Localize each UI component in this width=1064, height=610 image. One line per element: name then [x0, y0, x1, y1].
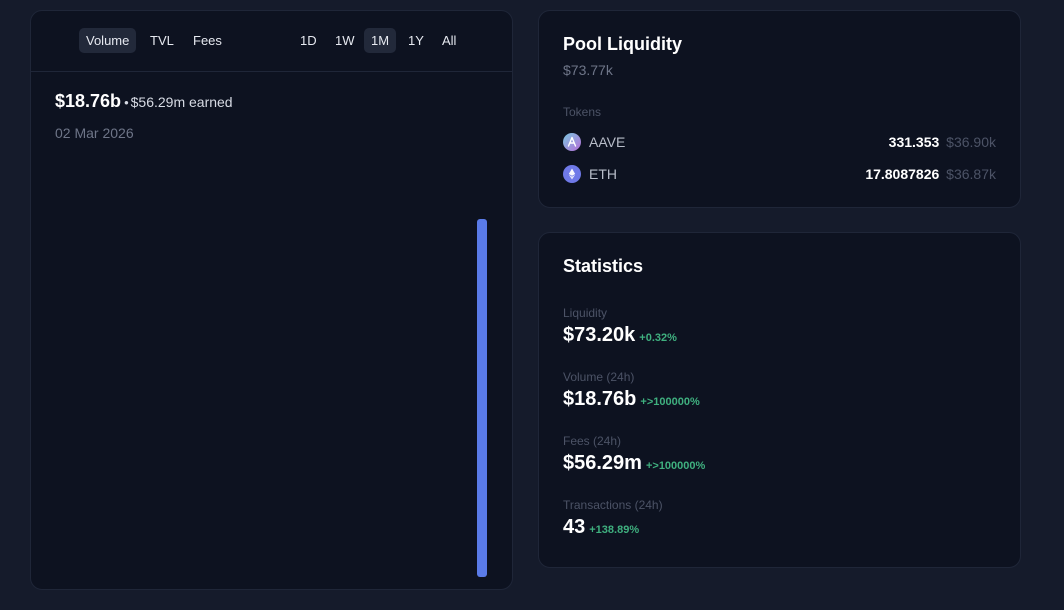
range-1d[interactable]: 1D: [300, 33, 317, 48]
stat-change: +>100000%: [640, 396, 700, 408]
chart-date: 02 Mar 2026: [55, 125, 134, 141]
token-values: 331.353 $36.90k: [889, 134, 996, 150]
pool-liquidity-total: $73.77k: [563, 62, 613, 78]
range-1w[interactable]: 1W: [335, 33, 355, 48]
stat-change: +138.89%: [589, 524, 640, 536]
chart-toolbar: Volume TVL Fees 1D 1W 1M 1Y All: [31, 11, 512, 72]
stat-volume: $18.76b +>100000%: [563, 388, 700, 411]
tab-fees[interactable]: Fees: [193, 33, 222, 48]
token-amount: 17.8087826: [865, 166, 940, 182]
token-amount: 331.353: [888, 134, 940, 150]
chart-summary: $18.76b • $56.29m earned: [55, 91, 233, 112]
statistics-title: Statistics: [563, 256, 644, 276]
statistics-panel: Statistics Liquidity $73.20k +0.32% Volum…: [538, 232, 1021, 568]
stat-fees: $56.29m +>100000%: [563, 452, 705, 475]
stat-label-liquidity: Liquidity: [563, 306, 608, 320]
token-values: 17.8087826 $36.87k: [865, 166, 996, 182]
tab-tvl[interactable]: TVL: [150, 33, 174, 48]
stat-value: $73.20k: [563, 324, 636, 346]
stat-label-volume: Volume (24h): [563, 370, 635, 384]
tab-volume[interactable]: Volume: [79, 28, 137, 53]
stat-value: $18.76b: [563, 388, 637, 410]
stat-label-transactions: Transactions (24h): [563, 498, 663, 512]
stat-change: +0.32%: [639, 332, 677, 344]
stat-liquidity: $73.20k +0.32%: [563, 324, 677, 347]
token-name: ETH: [589, 166, 617, 182]
token-usd-value: $36.87k: [946, 166, 996, 182]
aave-icon: [563, 133, 581, 151]
stat-label-fees: Fees (24h): [563, 434, 622, 448]
stat-transactions: 43 +138.89%: [563, 516, 639, 539]
stat-value: $56.29m: [563, 452, 642, 474]
eth-icon: [563, 165, 581, 183]
chart-summary-earned: $56.29m earned: [130, 94, 233, 110]
range-1y[interactable]: 1Y: [408, 33, 424, 48]
range-1m[interactable]: 1M: [364, 28, 397, 53]
pool-liquidity-panel: Pool Liquidity $73.77k Tokens AAVE 331.3…: [538, 10, 1021, 208]
range-all[interactable]: All: [442, 33, 457, 48]
volume-bar[interactable]: [477, 219, 487, 577]
stat-change: +>100000%: [645, 460, 706, 472]
token-name: AAVE: [589, 134, 626, 150]
token-usd-value: $36.90k: [946, 134, 996, 150]
token-row-eth[interactable]: ETH 17.8087826 $36.87k: [563, 164, 996, 184]
stat-value: 43: [563, 516, 586, 538]
token-row-aave[interactable]: AAVE 331.353 $36.90k: [563, 132, 996, 152]
separator-dot: •: [124, 95, 129, 110]
volume-chart-panel: Volume TVL Fees 1D 1W 1M 1Y All $18.76b •…: [30, 10, 513, 590]
pool-liquidity-title: Pool Liquidity: [563, 34, 682, 54]
tokens-label: Tokens: [563, 105, 602, 119]
chart-summary-value: $18.76b: [55, 91, 122, 111]
